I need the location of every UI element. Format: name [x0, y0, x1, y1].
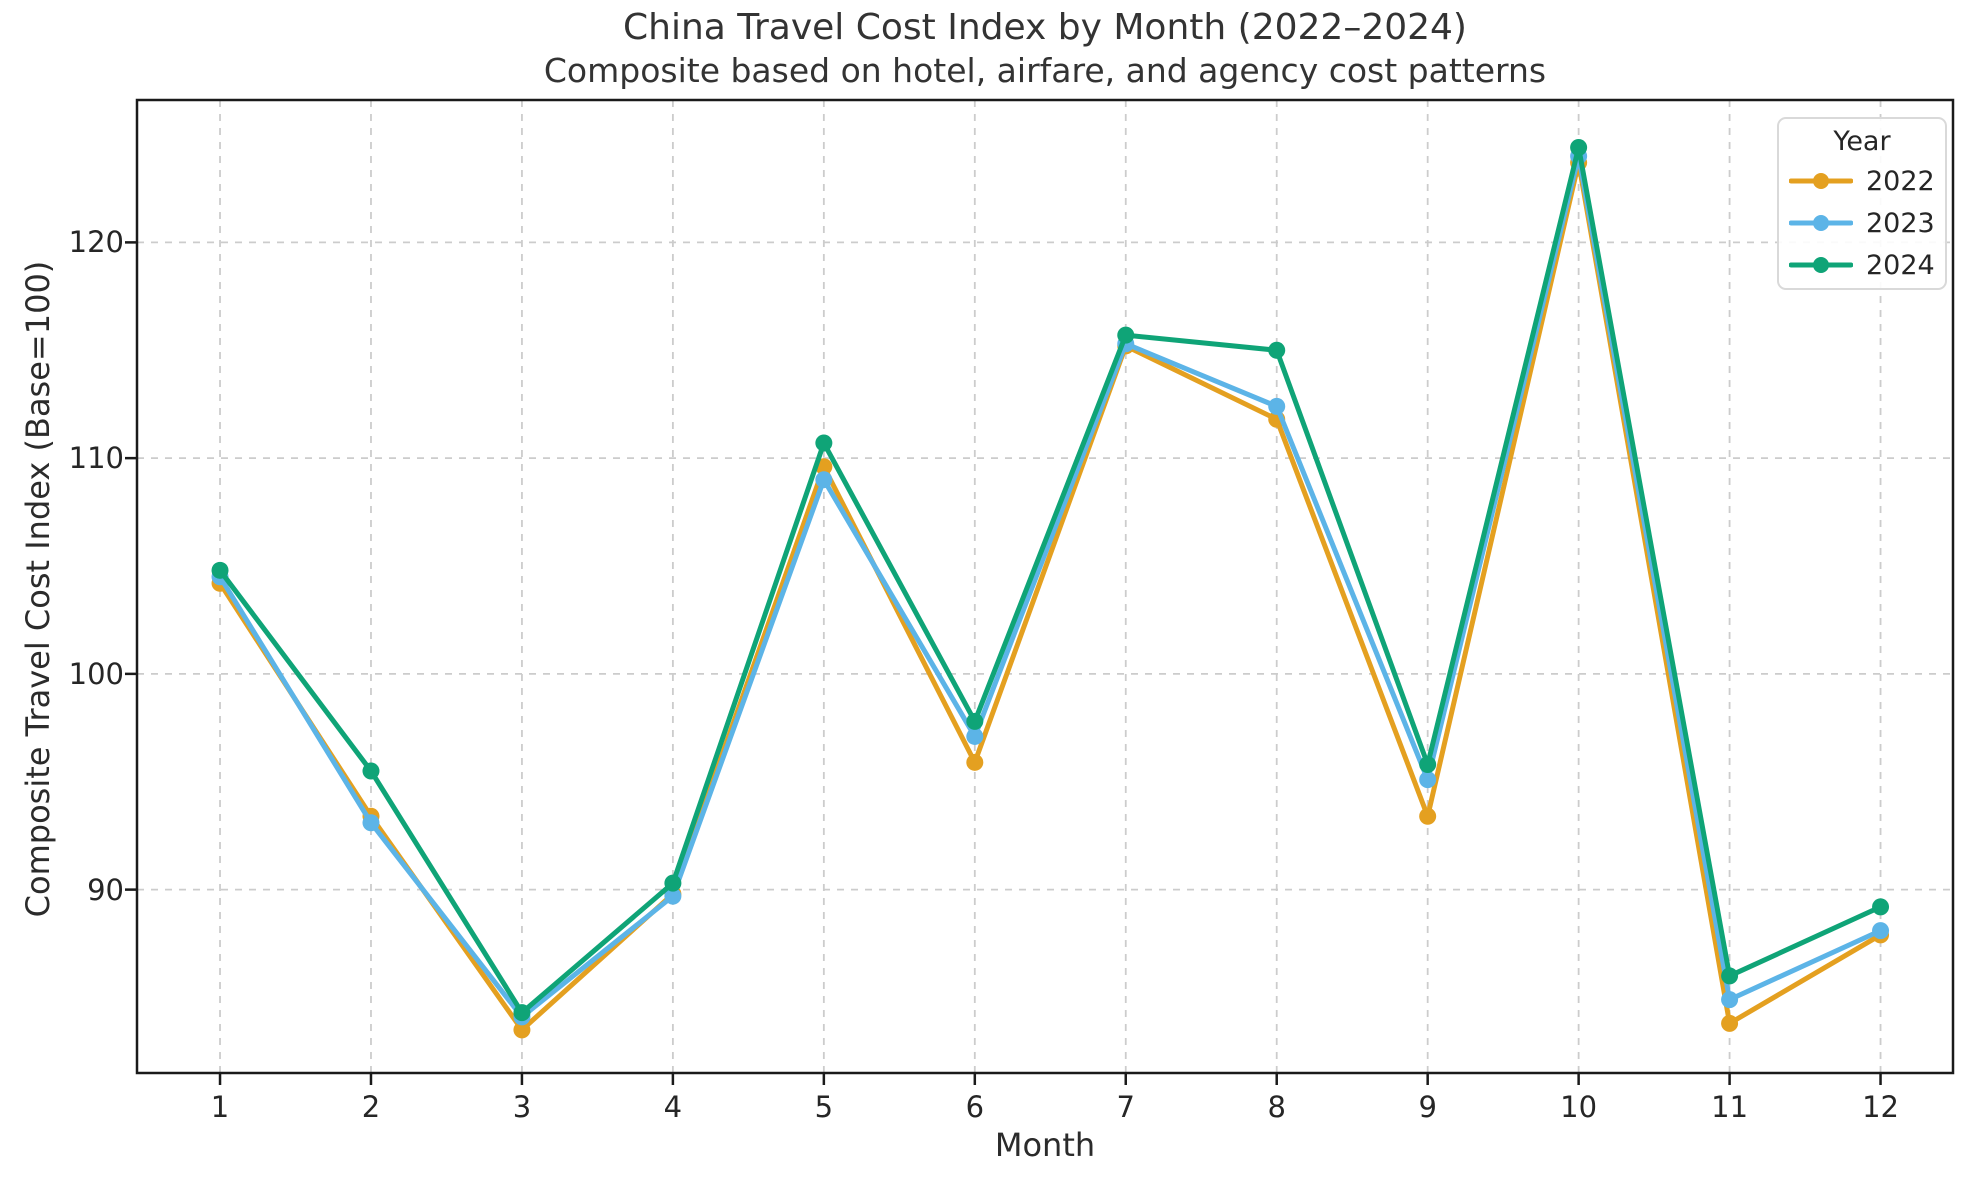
y-tick-label: 90 [87, 872, 124, 907]
data-point-2022 [513, 1021, 531, 1039]
x-tick-label: 11 [1711, 1090, 1749, 1124]
x-tick-label: 3 [512, 1090, 532, 1124]
data-point-2024 [362, 762, 380, 780]
data-point-2023 [815, 471, 833, 489]
legend-title: Year [1833, 126, 1891, 157]
data-point-2022 [1721, 1014, 1739, 1032]
data-point-2023 [362, 814, 380, 832]
data-point-2024 [664, 874, 682, 892]
x-tick-label: 1 [210, 1090, 230, 1124]
legend-label-2024: 2024 [1866, 249, 1935, 281]
y-axis-label: Composite Travel Cost Index (Base=100) [19, 260, 57, 918]
legend-label-2022: 2022 [1866, 165, 1935, 197]
data-point-2023 [664, 887, 682, 905]
data-point-2024 [211, 561, 229, 579]
x-axis-label: Month [994, 1126, 1096, 1164]
data-point-2024 [1419, 755, 1437, 773]
x-tick-label: 9 [1418, 1090, 1437, 1124]
data-point-2023 [1268, 397, 1286, 415]
x-tick-label: 4 [663, 1090, 683, 1124]
data-point-2024 [513, 1004, 531, 1022]
data-point-2024 [966, 712, 984, 730]
data-point-2024 [1721, 967, 1739, 985]
data-point-2024 [1268, 341, 1286, 359]
y-tick-label: 100 [68, 656, 124, 691]
x-tick-label: 2 [361, 1090, 381, 1124]
legend: Year 2022 2023 2024 [1777, 117, 1947, 290]
chart-subtitle: Composite based on hotel, airfare, and a… [543, 51, 1547, 90]
x-tick-label: 8 [1267, 1090, 1286, 1124]
series-line-2024 [217, 144, 1884, 1016]
series-line-2023 [217, 153, 1884, 1020]
legend-marker-2024 [1789, 257, 1853, 273]
legend-marker-2023 [1789, 215, 1853, 231]
data-point-2022 [1419, 807, 1437, 825]
data-point-2024 [1570, 138, 1588, 156]
data-point-2024 [815, 434, 833, 452]
legend-item-2023: 2023 [1779, 202, 1945, 244]
x-tick-label: 10 [1560, 1090, 1598, 1124]
data-point-2024 [1117, 326, 1135, 344]
legend-item-2022: 2022 [1779, 160, 1945, 202]
y-tick-label: 110 [68, 441, 124, 476]
x-tick-label: 12 [1862, 1090, 1899, 1124]
series-line-2022 [217, 160, 1884, 1033]
legend-marker-2022 [1789, 173, 1853, 189]
legend-items: 2022 2023 2024 [1779, 160, 1945, 286]
data-point-2023 [1721, 991, 1739, 1009]
data-point-2022 [966, 753, 984, 771]
y-tick-label: 120 [68, 225, 124, 260]
data-point-2023 [1872, 922, 1890, 940]
x-tick-label: 6 [965, 1090, 985, 1124]
legend-item-2024: 2024 [1779, 244, 1945, 286]
chart-title: China Travel Cost Index by Month (2022–2… [623, 7, 1467, 48]
data-point-2023 [1419, 771, 1437, 789]
legend-label-2023: 2023 [1866, 207, 1935, 239]
x-tick-label: 5 [814, 1090, 834, 1124]
data-point-2024 [1872, 898, 1890, 916]
x-tick-label: 7 [1116, 1090, 1135, 1124]
axes-frame [135, 98, 1955, 1075]
data-point-2023 [966, 727, 984, 745]
